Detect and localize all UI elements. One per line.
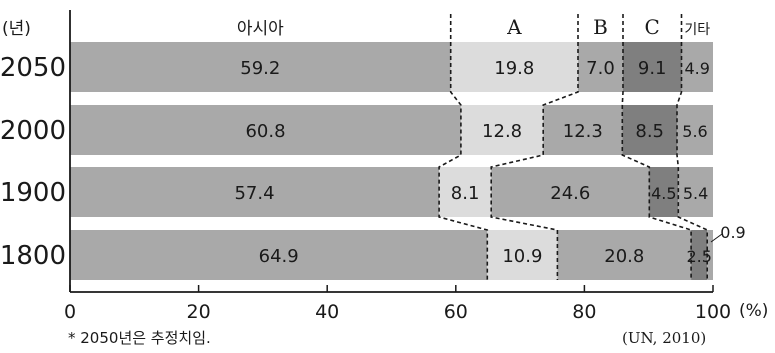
bar-segment [649, 167, 679, 217]
x-tick-label: 40 [315, 301, 339, 323]
series-header: 아시아 [237, 19, 284, 39]
series-divider [676, 14, 708, 280]
bar-segment [623, 42, 682, 92]
series-header: B [593, 15, 608, 39]
series-divider [621, 14, 692, 280]
label-leader-line [710, 233, 723, 243]
bar-segment [70, 105, 461, 155]
bar-segment [557, 230, 692, 280]
series-divider [490, 14, 579, 280]
data-label: 24.6 [550, 183, 590, 204]
data-label: 0.9 [720, 223, 745, 242]
bar-segment [622, 105, 677, 155]
bar-segment [677, 105, 713, 155]
year-label: 2000 [0, 116, 66, 146]
bar-segment [70, 42, 451, 92]
data-label: 8.1 [451, 183, 480, 204]
data-label: 4.5 [651, 184, 676, 203]
x-tick-label: 100 [695, 301, 731, 323]
labels-layer: 59.2 19.8 7.0 9.1 4.9 2050 60.8 12.8 12.3 8.5 5.6 2… [0, 15, 746, 271]
series-header: C [645, 15, 660, 39]
bar-segment [487, 230, 558, 280]
data-label: 2.5 [686, 247, 711, 266]
bar-segment [707, 230, 713, 280]
bar-segment [578, 42, 623, 92]
year-label: 2050 [0, 53, 66, 83]
data-label: 10.9 [502, 246, 542, 267]
year-unit-label: (년) [2, 19, 31, 39]
bars-layer [70, 42, 713, 280]
data-label: 12.8 [482, 121, 522, 142]
footnote: * 2050년은 추정치임. [68, 329, 211, 347]
data-label: 5.6 [682, 122, 707, 141]
data-label: 4.9 [684, 59, 709, 78]
x-tick-label: 60 [444, 301, 468, 323]
data-label: 20.8 [604, 246, 644, 267]
bar-segment [450, 42, 578, 92]
axis-layer: 0 20 40 60 80 100 [64, 10, 731, 323]
bar-segment [691, 230, 708, 280]
series-header: A [506, 15, 522, 39]
data-label: 64.9 [259, 246, 299, 267]
data-label: 60.8 [245, 121, 285, 142]
year-label: 1900 [0, 178, 66, 208]
data-label: 5.4 [683, 184, 708, 203]
data-label: 7.0 [586, 58, 615, 79]
year-label: 1800 [0, 241, 66, 271]
data-label: 19.8 [494, 58, 534, 79]
x-tick-label: 20 [187, 301, 211, 323]
bar-segment [70, 230, 488, 280]
bar-segment [70, 167, 440, 217]
data-label: 8.5 [635, 121, 664, 142]
series-header: 기타 [684, 22, 710, 38]
bar-segment [460, 105, 544, 155]
data-label: 9.1 [638, 58, 667, 79]
x-tick-label: 0 [64, 301, 76, 323]
percent-unit-label: (%) [739, 301, 768, 321]
data-label: 59.2 [240, 58, 280, 79]
bar-segment [439, 167, 492, 217]
series-divider [438, 14, 489, 280]
source-note: (UN, 2010) [622, 329, 706, 347]
dividers-layer [438, 14, 708, 280]
bar-segment [543, 105, 623, 155]
bar-segment [681, 42, 713, 92]
data-label: 57.4 [234, 183, 274, 204]
bar-segment [678, 167, 713, 217]
x-tick-label: 80 [572, 301, 596, 323]
bar-segment [491, 167, 650, 217]
data-label: 12.3 [563, 121, 603, 142]
